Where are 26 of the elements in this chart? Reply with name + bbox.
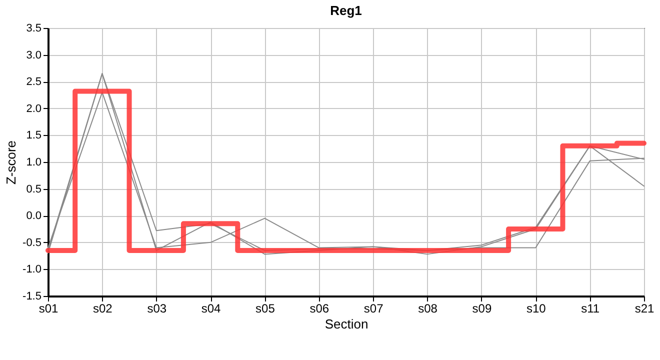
x-tick-label: s04	[201, 302, 222, 316]
x-tick-label: s11	[581, 302, 600, 316]
y-tick-label: 3.5	[26, 22, 42, 34]
x-tick-label: s02	[93, 302, 113, 316]
y-tick-label: 3.0	[26, 49, 42, 62]
x-tick-label: s07	[364, 302, 384, 316]
x-tick-label: s03	[147, 302, 167, 316]
y-tick-label: -0.5	[22, 236, 42, 249]
y-tick-label: -1.5	[22, 290, 42, 302]
x-tick-label: s10	[526, 302, 546, 316]
y-tick-label: 0.0	[26, 210, 42, 222]
x-tick-label: s05	[256, 302, 276, 316]
x-tick-label: s06	[310, 302, 330, 316]
x-tick-label: s01	[38, 302, 58, 316]
x-tick-label: s08	[418, 302, 438, 316]
chart-title: Reg1	[330, 3, 362, 18]
y-tick-label: 0.5	[26, 183, 42, 196]
y-axis-title: Z-score	[4, 140, 19, 185]
y-tick-label: 1.0	[26, 156, 42, 168]
y-tick-label: 1.5	[26, 130, 42, 142]
x-tick-label: s09	[472, 302, 492, 316]
y-tick-label: 2.5	[26, 76, 42, 88]
y-tick-label: 2.0	[26, 102, 42, 115]
x-tick-label: s21	[634, 302, 654, 316]
x-axis-title: Section	[324, 316, 368, 332]
y-tick-label: -1.0	[22, 264, 42, 276]
